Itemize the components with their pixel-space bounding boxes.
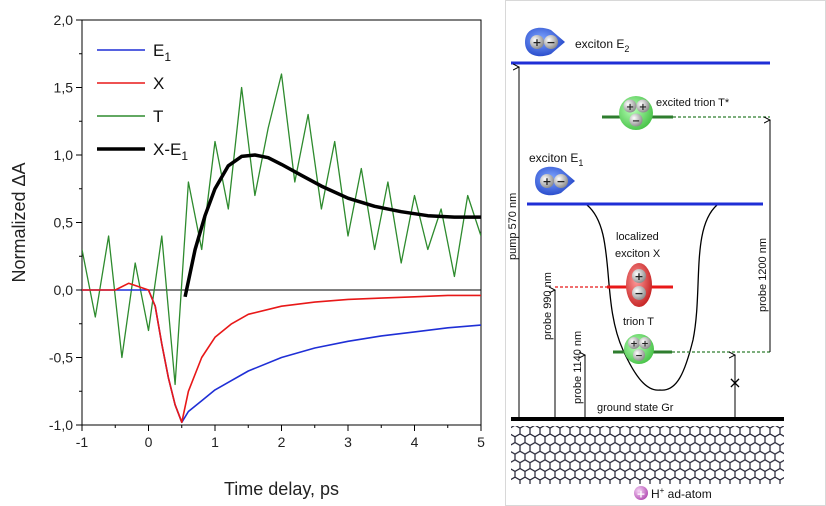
adatom-icon (634, 486, 648, 500)
probe-1200-label: probe 1200 nm (757, 238, 769, 312)
pump-label: pump 570 nm (507, 193, 519, 260)
probe-990-label: probe 990 nm (542, 272, 554, 340)
exciton-e1-icon: + − (535, 166, 575, 196)
blocked-cross-icon: × (728, 373, 741, 392)
excited-trion-label: excited trion T* (656, 97, 730, 109)
x-tick-label: 1 (211, 434, 219, 450)
localized-label-2: exciton X (615, 248, 661, 260)
x-tick-label: 2 (278, 434, 286, 450)
x-tick-label: 5 (477, 434, 485, 450)
energy-level-diagram: + H+ ad-atom ground state Gr excited tri… (505, 0, 826, 506)
svg-text:−: − (635, 352, 643, 362)
legend-label: E1 (153, 41, 171, 64)
legend-label: X-E1 (153, 140, 188, 163)
exciton-e2-label: exciton E2 (575, 37, 629, 54)
probe-1140-label: probe 1140 nm (572, 331, 584, 404)
potential-well (586, 204, 718, 391)
svg-text:+: + (630, 340, 638, 350)
x-axis-label: Time delay, ps (224, 479, 339, 499)
transient-absorption-chart: -1 0 1 2 3 4 5 -1,0 -0,5 0,0 0,5 1,0 1,5 2,0 Time dela… (9, 12, 485, 499)
exciton-e1-label: exciton E1 (529, 151, 583, 168)
localized-exciton-icon: + − (626, 263, 652, 307)
series-line-x (82, 282, 481, 424)
svg-text:+: + (626, 102, 634, 113)
svg-text:−: − (546, 36, 555, 49)
excited-trion-icon: + + − (619, 96, 653, 130)
y-tick-label: -0,5 (49, 350, 73, 366)
series-line-e (82, 289, 481, 424)
series-line-t (82, 73, 481, 386)
series-line-x-e (183, 153, 481, 298)
y-tick-label: -1,0 (49, 417, 73, 433)
y-tick-label: 0,0 (54, 282, 74, 298)
svg-text:−: − (634, 287, 643, 300)
trion-label: trion T (623, 316, 654, 328)
y-tick-label: 2,0 (54, 12, 74, 28)
y-tick-label: 1,0 (54, 147, 74, 163)
x-tick-label: 4 (411, 434, 419, 450)
svg-text:+: + (532, 36, 541, 49)
svg-text:−: − (632, 116, 640, 127)
y-axis-label: Normalized ΔA (9, 162, 29, 282)
exciton-e2-icon: + − (525, 27, 565, 57)
adatom-label: H+ ad-atom (651, 486, 712, 501)
legend-label: T (153, 107, 163, 126)
localized-label-1: localized (616, 231, 659, 243)
plus-icon: + (636, 488, 645, 501)
x-tick-label: 3 (344, 434, 352, 450)
y-tick-label: 0,5 (54, 215, 74, 231)
x-tick-label: -1 (76, 434, 89, 450)
ground-state-label: ground state Gr (597, 402, 674, 414)
svg-text:−: − (556, 175, 565, 188)
legend-label: X (153, 74, 164, 93)
svg-text:+: + (634, 270, 643, 283)
trion-icon: + + − (624, 334, 654, 364)
svg-text:+: + (641, 340, 649, 350)
x-tick-label: 0 (145, 434, 153, 450)
y-tick-label: 1,5 (54, 80, 74, 96)
svg-text:+: + (639, 102, 647, 113)
svg-text:+: + (542, 175, 551, 188)
graphene-lattice (511, 426, 784, 484)
